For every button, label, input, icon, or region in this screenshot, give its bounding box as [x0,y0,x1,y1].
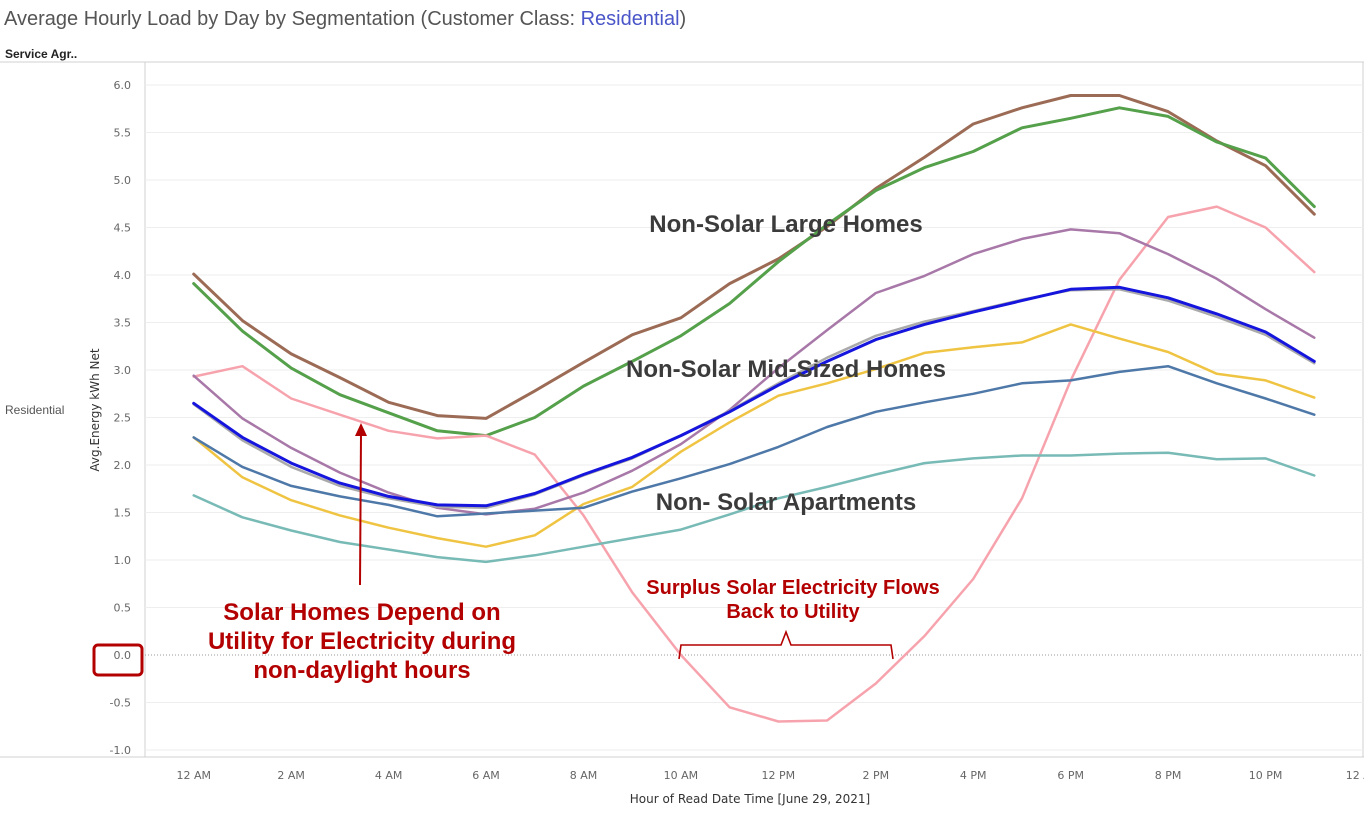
x-tick-label: 12 AM [176,769,211,782]
chart-title: Average Hourly Load by Day by Segmentati… [4,8,686,31]
annotation-surplus-line1: Surplus Solar Electricity Flows [646,577,939,599]
series-lines [192,94,1316,723]
y-tick-label: 2.0 [114,459,132,472]
row-label-residential: Residential [5,403,65,417]
x-axis-ticks: 12 AM 2 AM 4 AM 6 AM 8 AM 10 AM 12 PM 2 PM 4 PM 6… [176,769,1364,782]
surplus-bracket [678,629,894,660]
annotation-mid-sized-homes: Non-Solar Mid-Sized Homes [626,356,946,383]
x-tick-label: 4 AM [375,769,403,782]
y-axis-title: Avg.Energy kWh Net [88,348,102,471]
x-axis-title: Hour of Read Date Time [June 29, 2021] [630,792,871,806]
annotation-surplus-line2: Back to Utility [726,601,860,623]
x-tick-label: 6 AM [472,769,500,782]
y-tick-label: 3.5 [114,317,132,330]
series-line-8[interactable] [192,364,1316,518]
x-tick-label: 2 PM [862,769,889,782]
x-tick-label: 12 PM [762,769,796,782]
annotation-arrow-head [355,423,367,436]
gridlines [145,84,1363,751]
annotation-solar-depend-line1: Solar Homes Depend on [223,599,500,626]
y-tick-label: 2.5 [114,412,132,425]
x-tick-label: 10 PM [1249,769,1283,782]
annotation-solar-depend-line3: non-daylight hours [253,657,470,684]
y-tick-label: 5.5 [114,127,132,140]
row-header-service-agreement[interactable]: Service Agr.. [5,47,78,61]
x-tick-label: 6 PM [1057,769,1084,782]
x-tick-label: 4 PM [960,769,987,782]
customer-class-filter-value[interactable]: Residential [580,8,680,30]
zero-value-highlight-box [92,643,144,677]
y-tick-label: 5.0 [114,174,132,187]
y-tick-label: 6.0 [114,79,132,92]
chart-title-suffix: ) [679,8,687,30]
series-line-1[interactable] [192,94,1316,420]
series-line-4[interactable] [192,228,1316,516]
y-tick-label: 0.5 [114,602,132,615]
y-tick-label: 1.0 [114,554,132,567]
x-tick-label: 8 AM [570,769,598,782]
y-tick-label: 0.0 [114,649,132,662]
annotation-arrow-shaft [359,433,362,586]
series-line-3[interactable] [192,205,1316,723]
series-line-9[interactable] [192,451,1316,564]
chart-title-prefix: Average Hourly Load by Day by Segmentati… [4,8,581,30]
y-tick-label: 1.5 [114,507,132,520]
annotation-large-homes: Non-Solar Large Homes [649,211,922,238]
y-tick-label: -1.0 [110,744,131,757]
annotation-apartments: Non- Solar Apartments [656,489,916,516]
y-tick-label: 4.0 [114,269,132,282]
series-line-7[interactable] [192,323,1316,548]
y-tick-label: 4.5 [114,222,132,235]
series-line-2[interactable] [192,106,1316,438]
annotation-solar-depend-line2: Utility for Electricity during [208,628,516,655]
y-tick-label: 3.0 [114,364,132,377]
y-tick-label: -0.5 [110,697,131,710]
y-axis-ticks: 6.0 5.5 5.0 4.5 4.0 3.5 3.0 2.5 2.0 1.5 1.0 0.5 0.0 -… [110,79,131,757]
x-tick-label: 10 AM [664,769,699,782]
x-tick-label: 2 AM [277,769,305,782]
x-tick-label: 8 PM [1155,769,1182,782]
series-line-6[interactable] [192,285,1316,508]
x-tick-label: 12 AM [1346,769,1364,782]
